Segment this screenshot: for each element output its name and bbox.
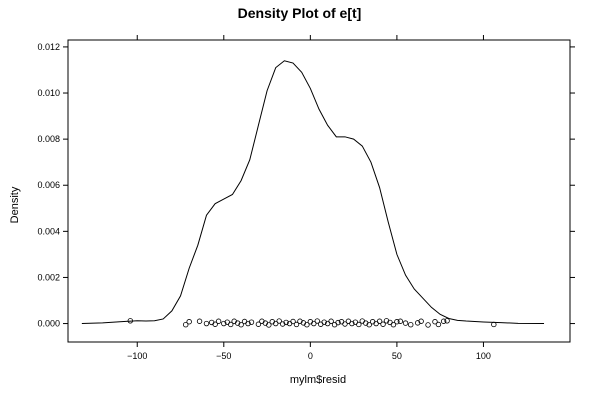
y-tick-label: 0.002 (37, 272, 60, 282)
residual-point (402, 320, 409, 326)
residual-point (356, 321, 362, 328)
residual-point (293, 321, 300, 328)
residual-point (228, 321, 234, 328)
residual-point (383, 318, 390, 324)
x-axis-label: mylm$resid (290, 374, 346, 386)
residual-point (279, 321, 286, 327)
residual-point (183, 322, 189, 328)
density-curve (81, 60, 545, 325)
residual-point (186, 319, 192, 325)
residual-point (283, 319, 289, 326)
residual-point (238, 322, 244, 328)
y-axis-label: Density (9, 186, 21, 223)
residual-point (304, 322, 310, 328)
chart-series (81, 60, 545, 328)
residual-point (397, 318, 404, 324)
residual-point (435, 321, 442, 328)
x-tick-label: 50 (392, 351, 402, 361)
residual-point (245, 320, 251, 327)
residual-point (394, 319, 400, 325)
y-tick-label: 0.006 (37, 180, 60, 190)
residual-point (328, 318, 334, 324)
x-tick-label: 100 (476, 351, 491, 361)
y-tick-label: 0.008 (37, 134, 60, 144)
chart-title: Density Plot of e[t] (238, 5, 362, 21)
residual-point (440, 318, 447, 324)
residual-point (311, 320, 317, 327)
residual-point (196, 318, 203, 324)
residual-point (290, 318, 296, 325)
residual-point (321, 319, 327, 325)
residual-point (203, 320, 210, 327)
residual-point (248, 319, 255, 325)
residual-point (276, 318, 282, 324)
residual-point (234, 320, 241, 326)
residual-point (408, 322, 414, 328)
residual-point (215, 318, 222, 324)
residual-point (418, 318, 424, 324)
residual-point (255, 321, 262, 327)
residual-point (366, 322, 372, 328)
residual-point (425, 322, 431, 328)
x-tick-label: −50 (216, 351, 231, 361)
residual-point (491, 321, 497, 328)
residual-point (414, 320, 421, 326)
residual-point (380, 321, 386, 327)
residual-point (212, 321, 218, 327)
residual-point (376, 318, 383, 324)
plot-frame (67, 39, 571, 343)
residual-point (335, 319, 341, 326)
x-tick-label: −100 (127, 351, 147, 361)
x-tick-label: 0 (308, 351, 313, 361)
residual-point (444, 318, 450, 324)
residual-point (273, 320, 279, 327)
y-tick-label: 0.000 (37, 319, 60, 329)
residual-point (363, 320, 369, 326)
residual-point (221, 320, 227, 327)
y-tick-label: 0.012 (37, 42, 60, 52)
residual-point (314, 318, 320, 324)
y-tick-label: 0.004 (37, 226, 60, 236)
residual-point (266, 322, 272, 328)
residual-point (297, 318, 303, 324)
residual-point (390, 322, 397, 328)
axis-ticks: −100 −50 0 50 100 0.000 0.002 0.004 0.006 0.008 0.… (37, 35, 575, 361)
residual-point (432, 319, 438, 325)
y-tick-label: 0.010 (37, 88, 60, 98)
residual-point (349, 320, 355, 327)
residual-point (127, 318, 134, 324)
residual-point (342, 321, 348, 327)
